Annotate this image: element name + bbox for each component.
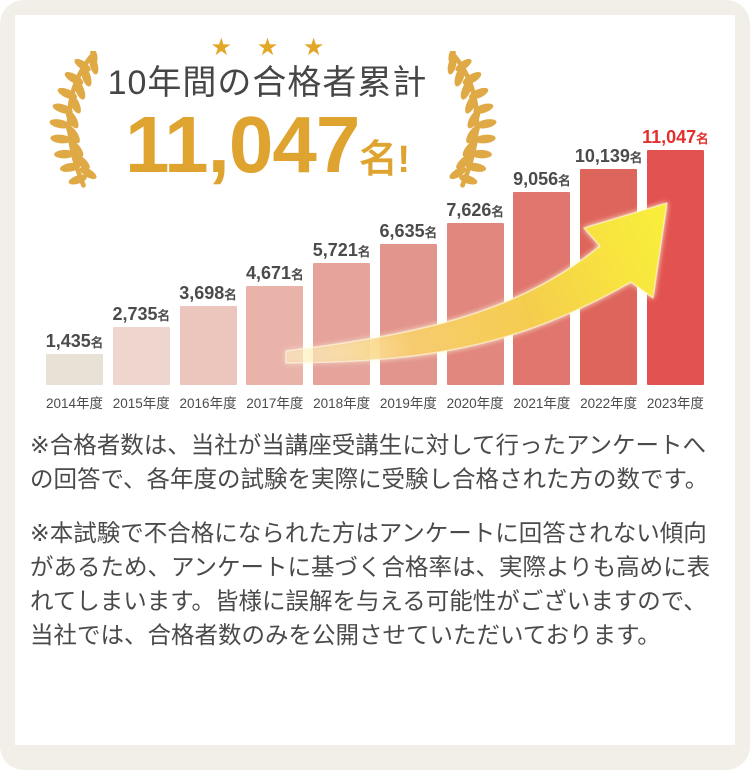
page-title: 10年間の合格者累計: [107, 64, 428, 102]
chart-bar: 6,635名: [380, 222, 437, 385]
chart-bar: 5,721名: [313, 241, 370, 385]
laurel-branch-left-icon: [49, 51, 99, 188]
chart-bar: 2,735名: [112, 305, 170, 385]
x-axis-label: 2019年度: [379, 396, 437, 411]
bar-value-label: 5,721名: [312, 240, 371, 260]
x-axis-label: 2020年度: [446, 396, 504, 411]
disclaimer-notes: ※合格者数は、当社が当講座受講生に対して行ったアンケートへの回答で、各年度の試験…: [30, 428, 724, 652]
bar-value-label: 9,056名: [513, 169, 571, 189]
x-axis-label: 2015年度: [112, 396, 170, 411]
bar-value-label: 6,635名: [379, 221, 438, 241]
bar-value-label: 2,735名: [112, 304, 171, 324]
x-axis-label: 2016年度: [179, 396, 237, 411]
chart-bar: 4,671名: [246, 264, 304, 385]
achievement-emblem: ★ ★ ★ 10年間の合格者累計 11,047名!: [30, 15, 505, 210]
chart-bar: 7,626名: [446, 201, 504, 385]
total-number-value: 11,047: [125, 99, 360, 189]
three-stars-icon: ★ ★ ★: [210, 34, 334, 61]
chart-bars: 1,435名 2,735名 3,698名 4,671名 5,721名 6,635名 7,62…: [46, 128, 709, 385]
bar-value-label: 10,139名: [574, 146, 643, 166]
bar-value-label: 7,626名: [446, 200, 504, 220]
bar-value-label: 4,671名: [246, 263, 304, 283]
total-number-unit: 名!: [359, 138, 410, 181]
chart-bar: 11,047名: [642, 128, 709, 385]
note-survey-basis: ※合格者数は、当社が当講座受講生に対して行ったアンケートへの回答で、各年度の試験…: [30, 432, 709, 492]
laurel-branch-right-icon: [447, 51, 497, 188]
bar-value-label: 1,435名: [45, 331, 104, 351]
note-pass-rate-disclosure: ※本試験で不合格になられた方はアンケートに回答されない傾向があるため、アンケート…: [30, 520, 711, 648]
x-axis-label: 2022年度: [580, 396, 638, 411]
x-axis-label: 2018年度: [313, 396, 371, 411]
chart-bar: 9,056名: [513, 170, 571, 385]
total-passers-number: 11,047名!: [88, 104, 447, 185]
passers-bar-chart: 1,435名 2,735名 3,698名 4,671名 5,721名 6,635名 7,62…: [46, 128, 709, 412]
bar-value-label: 3,698名: [179, 283, 237, 303]
chart-bar: 3,698名: [179, 284, 237, 385]
chart-x-axis-labels: 2014年度 2015年度 2016年度 2017年度 2018年度 2019年度 2020…: [46, 392, 704, 412]
bar-value-label: 11,047名: [642, 127, 709, 147]
emblem-text-block: ★ ★ ★ 10年間の合格者累計 11,047名!: [88, 15, 447, 185]
content-panel: ★ ★ ★ 10年間の合格者累計 11,047名! 1,435名 2,735名 3,…: [15, 15, 735, 745]
chart-bar: 1,435名: [46, 332, 103, 385]
x-axis-label: 2017年度: [246, 396, 304, 411]
x-axis-label: 2023年度: [646, 396, 704, 411]
x-axis-label: 2021年度: [513, 396, 571, 411]
x-axis-label: 2014年度: [46, 396, 104, 411]
chart-bar: 10,139名: [575, 147, 642, 385]
